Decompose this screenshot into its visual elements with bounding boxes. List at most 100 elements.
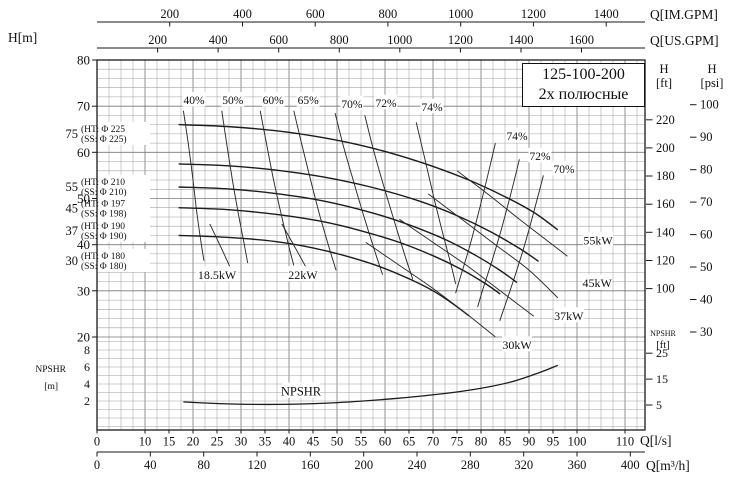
efficiency-label: 72% [375, 98, 397, 110]
efficiency-contour [415, 122, 457, 285]
npshr-ft-tick-label: 15 [656, 372, 668, 386]
pump-curve-power-kw: 75 [66, 127, 79, 141]
npshr-m-tick-label: 6 [84, 360, 90, 374]
h-ft-tick-label: 180 [656, 169, 675, 183]
power-label-bg [553, 307, 584, 323]
m3h-tick-label: 200 [354, 458, 373, 472]
lps-tick-label: 20 [187, 435, 200, 449]
axis-title-q-lps: Q[l/s] [640, 433, 672, 448]
efficiency-contour [455, 142, 496, 294]
pump-curve-label-bg [57, 175, 150, 198]
pump-curve-ss-trim: (SS: Φ 210) [81, 187, 126, 198]
efficiency-contour [182, 110, 205, 261]
h-ft-tick-label: 160 [656, 197, 675, 211]
power-label-bg [195, 266, 239, 282]
power-label-bg [502, 336, 532, 352]
power-line [399, 218, 535, 317]
lps-tick-label: 100 [568, 435, 587, 449]
im-gpm-tick-label: 1000 [448, 7, 473, 21]
lps-tick-label: 30 [235, 435, 248, 449]
m3h-tick-label: 320 [514, 458, 533, 472]
h-psi-tick-label: 60 [700, 228, 713, 242]
im-gpm-tick-label: 1200 [521, 7, 546, 21]
lps-tick-label: 45 [307, 435, 320, 449]
efficiency-label: 50% [222, 95, 244, 107]
pump-curve-power-kw: 30 [66, 254, 79, 268]
pump-curve-225 [178, 123, 559, 231]
lps-tick-label: 35 [259, 435, 272, 449]
h-m-tick-label: 60 [77, 145, 90, 160]
efficiency-label: 60% [263, 95, 285, 107]
m3h-tick-label: 0 [94, 458, 100, 472]
npshr-m-tick-label: 8 [84, 343, 90, 357]
m3h-tick-label: 400 [621, 458, 640, 472]
h-psi-tick-label: 90 [700, 130, 713, 144]
power-label-bg [582, 274, 613, 290]
pump-curve-label: 55 (HT: Φ 210(SS: Φ 210) [57, 175, 150, 198]
efficiency-label: 40% [183, 95, 205, 107]
lps-tick-label: 75 [451, 435, 464, 449]
h-psi-tick-label: 40 [700, 293, 713, 307]
h-m-tick-label: 70 [77, 99, 90, 114]
h-psi-header: [psi] [701, 76, 724, 90]
h-psi-tick-label: 80 [700, 163, 713, 177]
m3h-tick-label: 160 [301, 458, 320, 472]
h-m-tick-label: 50 [77, 191, 90, 206]
us-gpm-tick-label: 200 [148, 33, 167, 47]
h-ft-tick-label: 200 [656, 141, 675, 155]
efficiency-contour [364, 115, 414, 280]
efficiency-contour [221, 110, 249, 264]
us-gpm-tick-label: 400 [209, 33, 228, 47]
power-label-bg [287, 266, 318, 282]
im-gpm-tick-label: 600 [306, 7, 325, 21]
us-gpm-tick-label: 600 [269, 33, 288, 47]
power-label: 30kW [502, 338, 532, 352]
npshr-ft-tick-label: 25 [656, 346, 668, 360]
us-gpm-tick-label: 800 [330, 33, 349, 47]
pump-curve-label: 75 (HT: Φ 225(SS: Φ 225) [57, 121, 150, 145]
h-psi-header: H [707, 62, 716, 76]
efficiency-label-bg [528, 147, 552, 163]
lps-tick-label: 0 [94, 435, 100, 449]
npshr-label: NPSHR [281, 385, 322, 399]
lps-tick-label: 95 [547, 435, 560, 449]
chart-title-box: 125-100-200 2х полюсные [522, 63, 645, 107]
efficiency-label-bg [374, 94, 398, 110]
npshr-m-tick-label: 4 [84, 377, 90, 391]
m3h-tick-label: 240 [408, 458, 427, 472]
axis-title-h-m: H[m] [8, 30, 38, 45]
power-label: 45kW [583, 276, 613, 290]
pump-model: 125-100-200 [542, 66, 625, 83]
axis-title-q-m3h: Q[m³/h] [646, 458, 690, 473]
efficiency-label-bg [552, 160, 576, 176]
lps-tick-label: 110 [616, 435, 634, 449]
efficiency-label-bg [420, 98, 444, 114]
im-gpm-tick-label: 400 [233, 7, 252, 21]
h-m-tick-label: 80 [77, 53, 90, 68]
pump-curve-ss-trim: (SS: Φ 190) [81, 231, 126, 242]
efficiency-label: 74% [421, 102, 443, 114]
curve-annotations: 40% 50% 60% 65% 70% 72% 74%74%72%70%18.5kW 22kW… [182, 92, 613, 399]
m3h-tick-label: 280 [461, 458, 480, 472]
lps-tick-label: 40 [283, 435, 296, 449]
efficiency-contour [334, 112, 384, 275]
pump-curve-197 [178, 186, 518, 284]
efficiency-label: 74% [506, 131, 528, 143]
h-ft-tick-label: 220 [656, 113, 675, 127]
pump-curve-label: 30 (HT: Φ 180(SS: Φ 180) [57, 248, 150, 272]
power-label: 55kW [583, 234, 613, 248]
im-gpm-tick-label: 800 [379, 7, 398, 21]
us-gpm-tick-label: 1400 [509, 33, 534, 47]
h-ft-header: H [659, 62, 668, 76]
pump-curve-labels: 75 (HT: Φ 225(SS: Φ 225) 55 (HT: Φ 210(SS: … [57, 121, 150, 272]
grid [96, 60, 645, 430]
pump-curve-label-bg [57, 218, 150, 242]
pump-curve-power-kw: 45 [66, 202, 79, 216]
pump-curve-label-bg [57, 196, 150, 220]
efficiency-label-bg [340, 95, 364, 111]
power-label: 22kW [288, 268, 318, 282]
pump-curve-190 [178, 207, 501, 295]
pump-curve-ht-trim: (HT: Φ 225 [81, 124, 125, 135]
pump-curve-ht-trim: (HT: Φ 180 [81, 251, 125, 262]
power-line [456, 170, 568, 257]
